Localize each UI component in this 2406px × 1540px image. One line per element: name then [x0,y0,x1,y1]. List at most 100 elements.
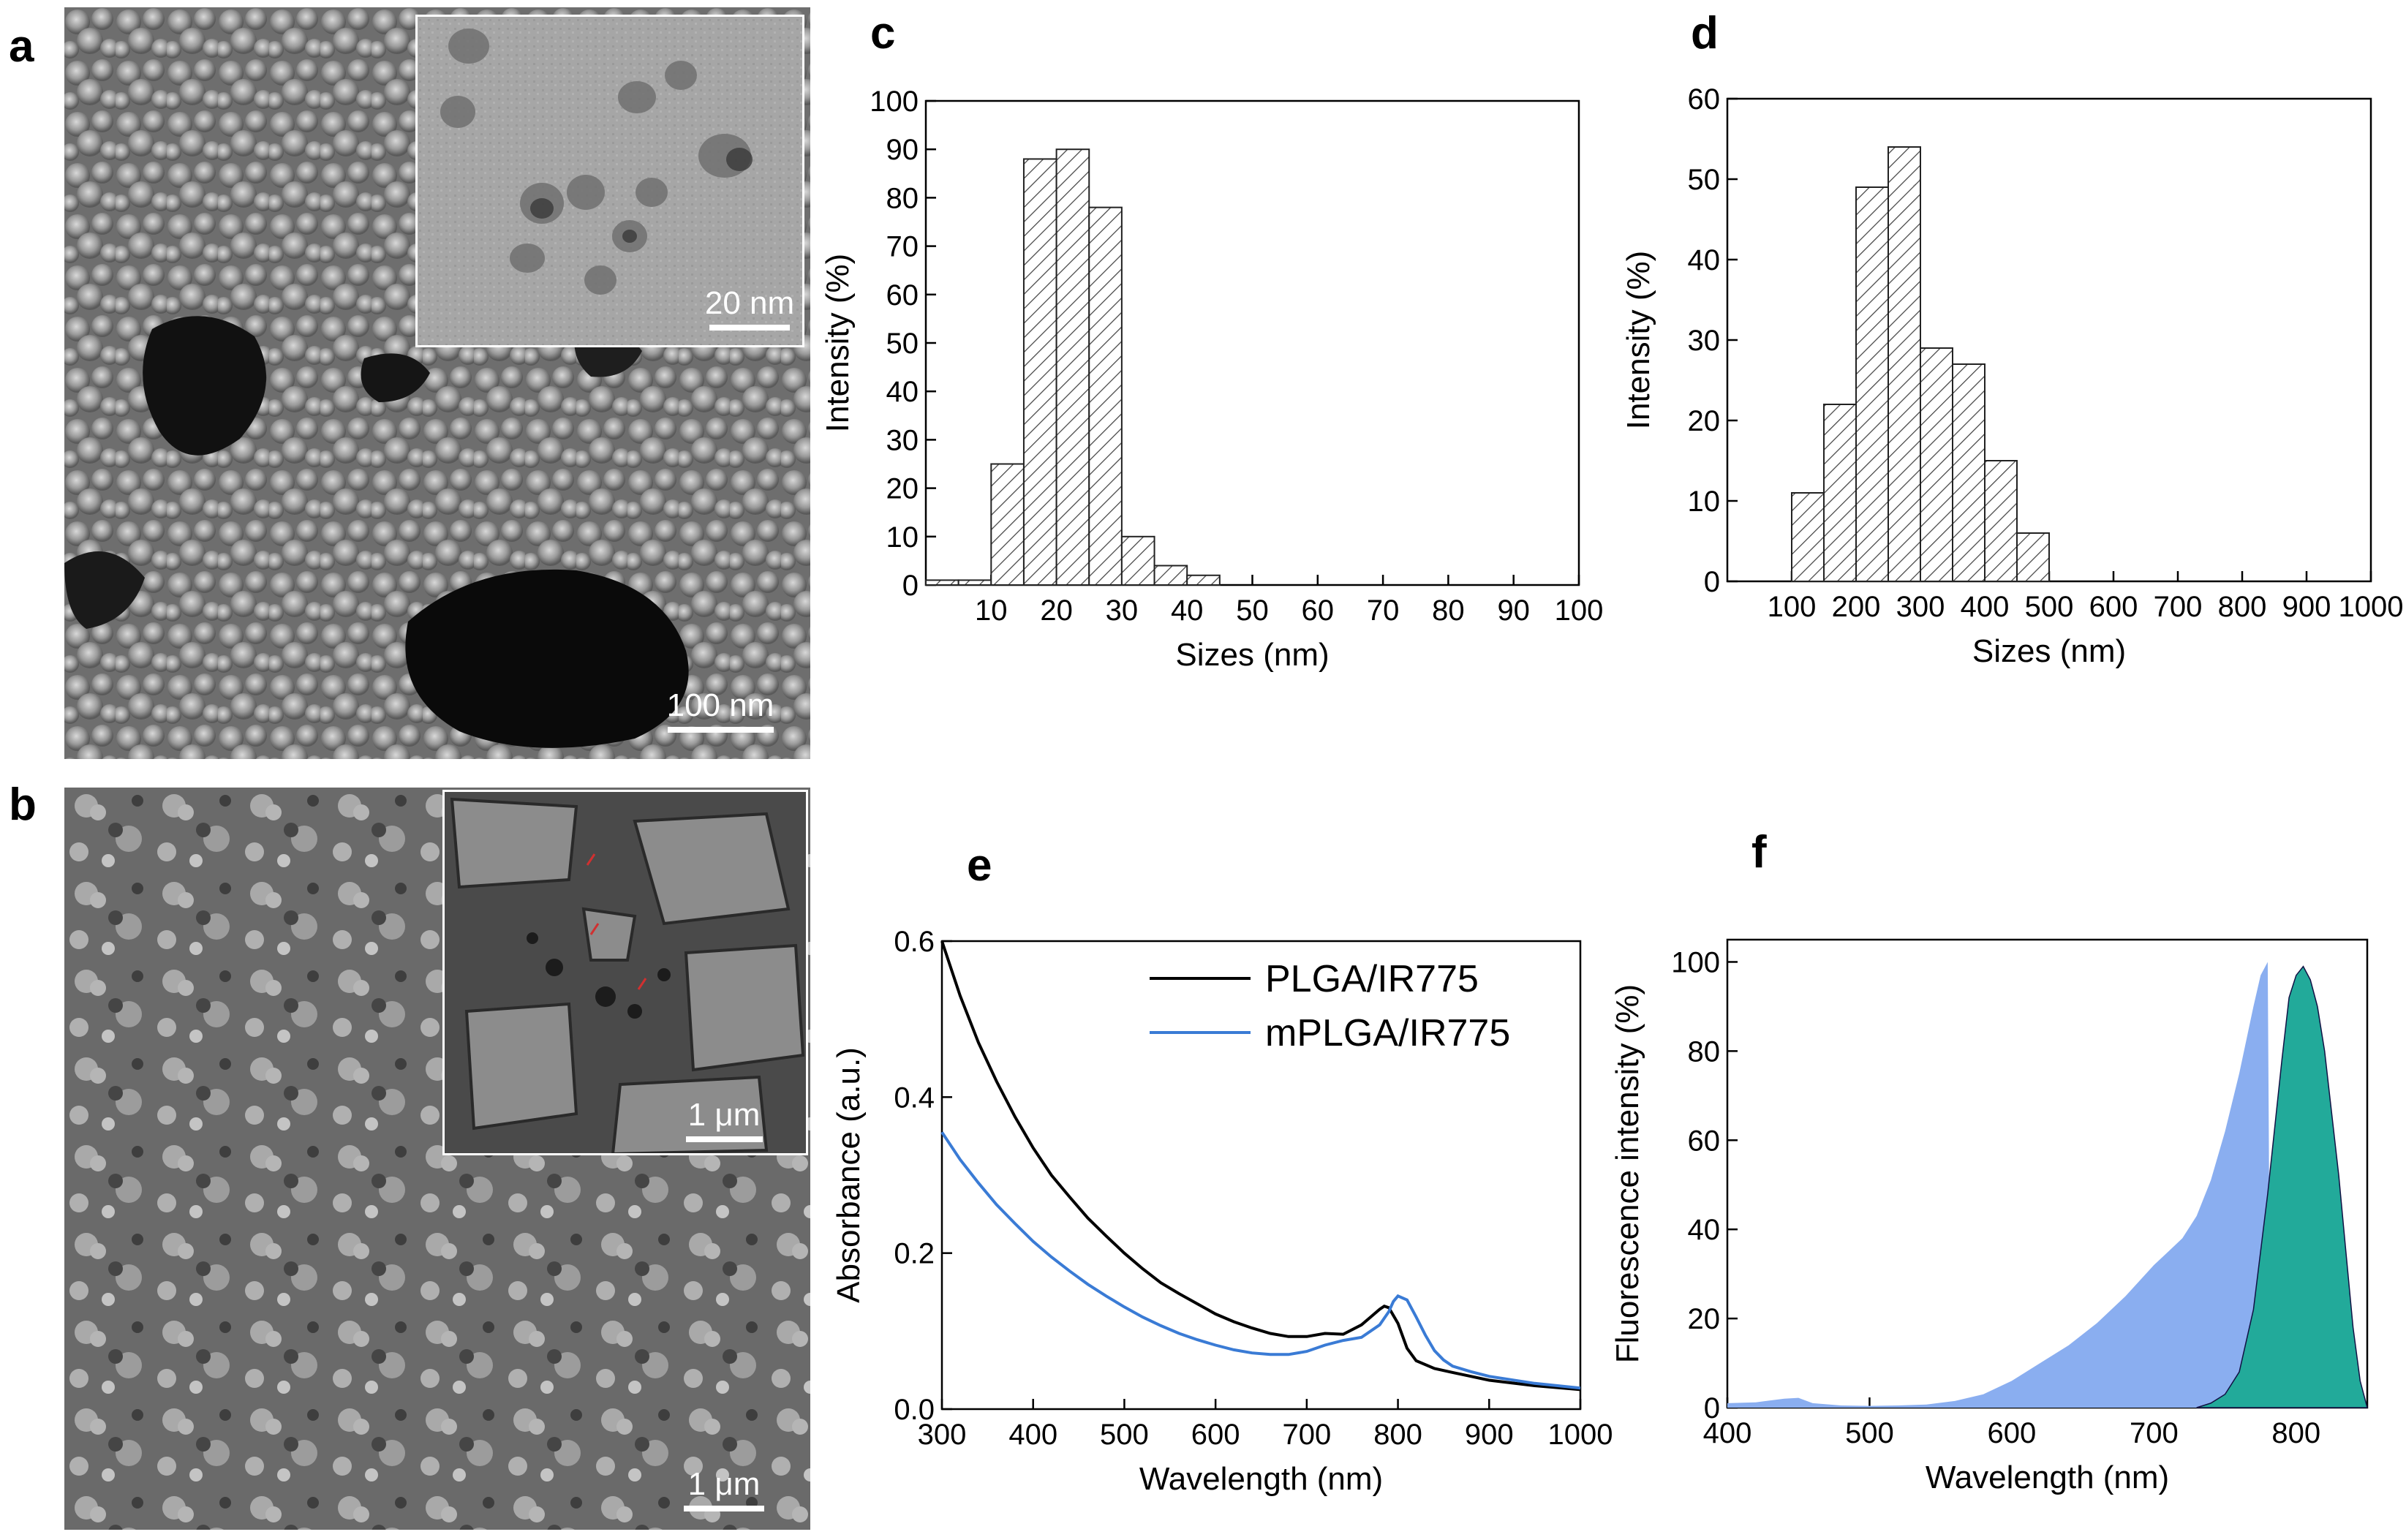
histogram-chart-d: 100 200 300 400 500 600 700 800 900 1000 0 10 20 30 40… [1621,83,2403,669]
panel-letter-d: d [1691,8,1719,58]
chart-c-xtick-label: 40 [1171,595,1204,627]
chart-f-ytick-label: 40 [1688,1214,1721,1246]
tem-inset-a [415,15,804,347]
chart-e-plot-frame [940,940,1582,1411]
inset-scalebar-a-label: 20 nm [704,285,795,321]
chart-c-ylabel: Intensity (%) [820,254,856,433]
chart-c-bar [1088,206,1123,586]
chart-f-ytick-label: 60 [1688,1125,1721,1157]
panel-letter-a: a [9,21,34,72]
chart-e-xlabel: Wavelength (nm) [1139,1461,1383,1497]
chart-d-bar [1952,363,1985,582]
chart-f-xtick-label: 500 [1845,1417,1894,1449]
chart-d-xtick-label: 700 [2154,591,2203,623]
chart-c-xtick-label: 30 [1106,595,1139,627]
histogram-chart-c: 10 20 30 40 50 60 70 80 90 100 0 10 20 30 40 50 60 70 80 90… [820,86,1603,673]
chart-d-xtick-label: 400 [1961,591,2010,623]
chart-e-series-line-1 [940,940,1581,1392]
panel-letter-c: c [870,8,896,58]
chart-c-ytick-label: 50 [886,328,919,360]
chart-c-bar [990,463,1025,586]
chart-f-xtick-label: 400 [1703,1417,1752,1449]
panel-letter-e: e [967,840,992,891]
scalebar-b-label: 1 μm [687,1466,761,1502]
scalebar-a-bar [667,727,774,733]
panel-letter-b: b [9,780,37,830]
chart-d-bar [1888,146,1921,582]
chart-c-xtick-label: 90 [1497,595,1530,627]
chart-e-xtick-label: 600 [1191,1419,1240,1451]
chart-f-ylabel: Fluorescence intensity (%) [1610,984,1645,1363]
chart-d-ytick-label: 20 [1688,405,1721,437]
chart-c-ytick-label: 20 [886,473,919,505]
chart-f-ytick-label: 20 [1688,1303,1721,1335]
chart-d-ytick-label: 30 [1688,325,1721,357]
chart-c-ytick-label: 40 [886,376,919,408]
chart-d-xtick-label: 300 [1896,591,1945,623]
chart-c-bar [1022,158,1057,586]
chart-c-xtick-label: 10 [975,595,1008,627]
chart-f-ytick-label: 0 [1704,1392,1720,1424]
chart-c-xtick-label: 20 [1040,595,1073,627]
panel-letter-f: f [1751,827,1767,877]
inset-scalebar-a-bar [709,325,790,331]
chart-e-xtick-label: 800 [1373,1419,1422,1451]
sem-inset-b [442,790,808,1155]
chart-f-xlabel: Wavelength (nm) [1926,1460,2169,1495]
chart-c-xtick-label: 70 [1367,595,1400,627]
chart-d-ylabel: Intensity (%) [1621,251,1656,430]
scalebar-a-label: 100 nm [666,687,774,723]
chart-e-xtick-label: 900 [1465,1419,1514,1451]
chart-c-bar [957,579,992,586]
chart-d-bar [1791,492,1825,582]
chart-f-series-area-2 [2196,965,2368,1408]
chart-d-xtick-label: 600 [2089,591,2138,623]
chart-e-xtick-label: 400 [1008,1419,1057,1451]
chart-f-xtick-label: 800 [2271,1417,2320,1449]
chart-e-legend-label-2: mPLGA/IR775 [1265,1012,1510,1054]
chart-e-series-line-2 [940,1131,1581,1390]
chart-e-xtick-label: 500 [1100,1419,1149,1451]
chart-c-bar [1153,565,1188,586]
chart-f-xtick-label: 700 [2130,1417,2179,1449]
scalebar-b: 1 μm [673,1466,775,1511]
chart-c-ytick-label: 10 [886,521,919,554]
chart-d-ytick-label: 50 [1688,164,1721,196]
chart-d-xtick-label: 100 [1768,591,1817,623]
inset-scalebar-a: 20 nm [698,285,801,331]
chart-c-ytick-label: 60 [886,279,919,312]
chart-c-ytick-label: 30 [886,424,919,456]
chart-f-ytick-label: 100 [1671,946,1720,978]
absorbance-chart-e: 300 400 500 600 700 800 900 1000 0.0 0.2 0.4 0.6 Wav… [831,926,1613,1497]
chart-c-bar [1186,574,1221,586]
scalebar-b-bar [684,1506,764,1511]
chart-d-xtick-label: 200 [1832,591,1881,623]
chart-d-bar [1855,186,1889,582]
chart-c-xtick-label: 100 [1555,595,1604,627]
chart-d-ytick-label: 40 [1688,244,1721,276]
chart-d-xlabel: Sizes (nm) [1972,633,2126,669]
chart-d-bar [1823,404,1857,582]
chart-e-xtick-label: 700 [1282,1419,1331,1451]
chart-f-series-area-1 [1727,962,2271,1408]
chart-f-ytick-label: 80 [1688,1035,1721,1068]
chart-c-ytick-label: 90 [886,134,919,166]
chart-d-xtick-label: 500 [2025,591,2074,623]
inset-scalebar-b: 1 μm [673,1097,775,1142]
chart-c-ytick-label: 80 [886,182,919,214]
chart-e-legend-label-1: PLGA/IR775 [1265,958,1479,1000]
chart-d-ytick-label: 0 [1704,566,1720,598]
inset-scalebar-b-label: 1 μm [687,1097,761,1133]
tem-texture-a [418,17,802,345]
sem-inset-texture-b [445,792,806,1153]
chart-c-bar [925,579,959,586]
chart-e-ytick-label: 0.2 [894,1238,935,1270]
chart-e-xtick-label: 1000 [1548,1419,1613,1451]
inset-scalebar-b-bar [685,1136,763,1142]
chart-c-ytick-label: 70 [886,231,919,263]
chart-e-ytick-label: 0.6 [894,926,935,958]
chart-e-ytick-label: 0.0 [894,1394,935,1426]
chart-d-bar [2016,532,2050,582]
fluorescence-chart-f: 400 500 600 700 800 0 20 40 60 80 100 Wavelength (n… [1610,938,2369,1495]
